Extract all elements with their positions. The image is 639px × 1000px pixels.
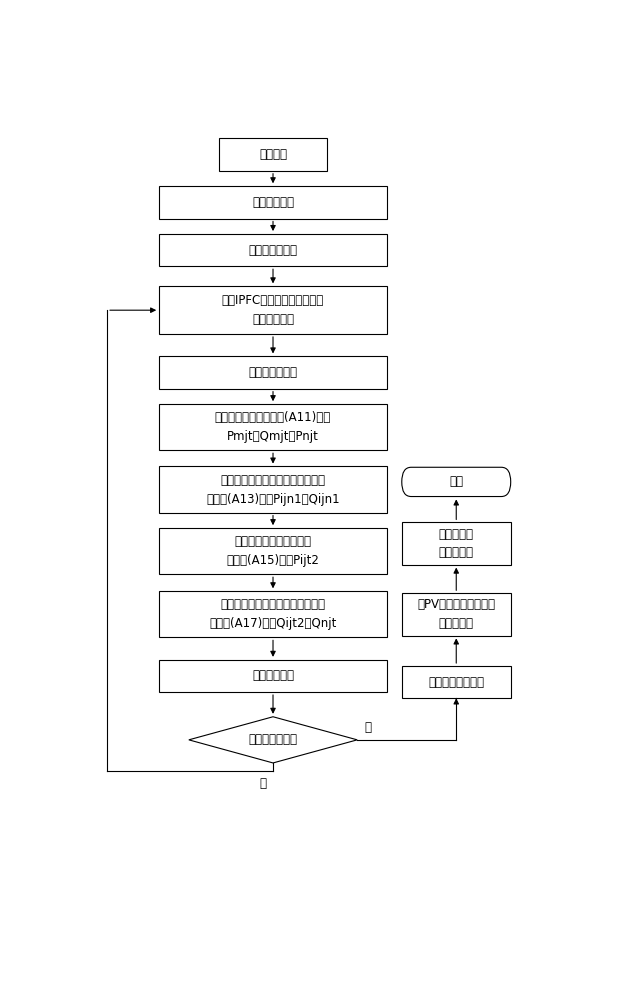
Text: 否: 否: [259, 777, 266, 790]
Text: 根据注入功率更新值，以
方程式(A15)更新Pijt2: 根据注入功率更新值，以 方程式(A15)更新Pijt2: [227, 535, 320, 567]
FancyBboxPatch shape: [159, 234, 387, 266]
Text: 停机: 停机: [449, 475, 463, 488]
Text: 计算误差矩阵: 计算误差矩阵: [252, 669, 294, 682]
Text: 求变流器输出电压: 求变流器输出电压: [428, 676, 484, 689]
Text: 代入IPFC注入功率，牛顿拉夫
迅法潮流计算: 代入IPFC注入功率，牛顿拉夫 迅法潮流计算: [222, 294, 324, 326]
FancyBboxPatch shape: [402, 593, 511, 636]
FancyBboxPatch shape: [159, 286, 387, 334]
FancyBboxPatch shape: [402, 467, 511, 497]
FancyBboxPatch shape: [159, 660, 387, 692]
Text: 设定计算初值: 设定计算初值: [252, 196, 294, 209]
FancyBboxPatch shape: [159, 356, 387, 389]
FancyBboxPatch shape: [219, 138, 328, 171]
Text: 载入算例: 载入算例: [259, 148, 287, 161]
FancyBboxPatch shape: [159, 528, 387, 574]
Text: 求PV节点无功功率，平
衡节点功率: 求PV节点无功功率，平 衡节点功率: [417, 598, 495, 630]
Text: 获取系统状态量: 获取系统状态量: [249, 366, 298, 379]
Text: 根据状态量与注入功率更新值，以
方程式(A13)更新Pijn1、Qijn1: 根据状态量与注入功率更新值，以 方程式(A13)更新Pijn1、Qijn1: [206, 474, 340, 506]
Text: 是: 是: [365, 721, 372, 734]
Text: 满足收敛精度？: 满足收敛精度？: [249, 733, 298, 746]
FancyBboxPatch shape: [159, 186, 387, 219]
FancyBboxPatch shape: [402, 522, 511, 565]
FancyBboxPatch shape: [402, 666, 511, 698]
Text: 根据状态量，以方程式(A11)更新
Pmjt、Qmjt、Pnjt: 根据状态量，以方程式(A11)更新 Pmjt、Qmjt、Pnjt: [215, 411, 331, 443]
FancyBboxPatch shape: [159, 466, 387, 513]
Polygon shape: [189, 717, 357, 763]
FancyBboxPatch shape: [159, 404, 387, 450]
Text: 求线路功率
和支路损耗: 求线路功率 和支路损耗: [439, 528, 473, 560]
Text: 根据状态量与注入功率更新值，以
方程式(A17)更新Qijt2、Qnjt: 根据状态量与注入功率更新值，以 方程式(A17)更新Qijt2、Qnjt: [210, 598, 337, 630]
Text: 给定控制目标值: 给定控制目标值: [249, 244, 298, 257]
FancyBboxPatch shape: [159, 591, 387, 637]
